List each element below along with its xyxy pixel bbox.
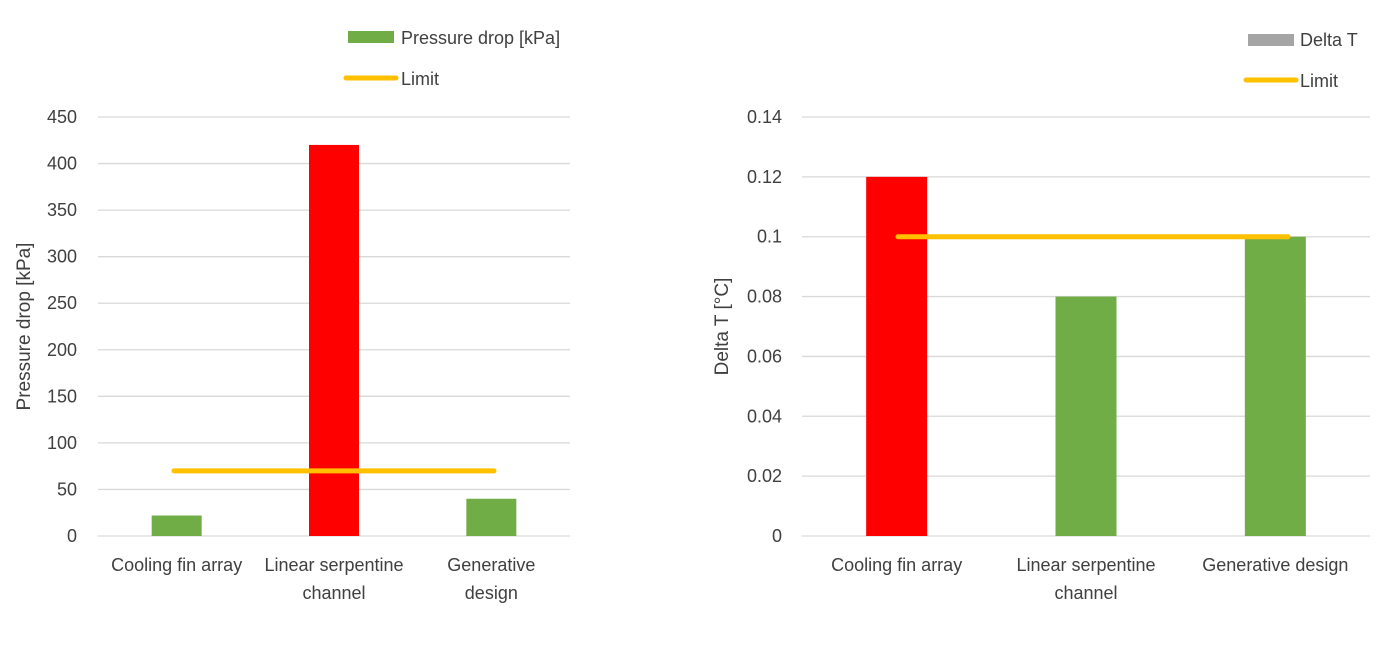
category-label-line: Generative design (1202, 555, 1348, 575)
legend-label-bars: Pressure drop [kPa] (401, 28, 560, 48)
y-tick-label: 0 (772, 526, 782, 546)
category-label-line: Linear serpentine (1016, 555, 1155, 575)
y-tick-label: 200 (47, 340, 77, 360)
y-tick-label: 0.08 (747, 287, 782, 307)
category-label-line: design (465, 583, 518, 603)
category-label-line: Cooling fin array (111, 555, 242, 575)
legend-label-limit: Limit (401, 69, 439, 89)
category-label-line: Linear serpentine (264, 555, 403, 575)
category-label-line: Cooling fin array (831, 555, 962, 575)
category-label: Linear serpentine channel (1016, 555, 1155, 603)
y-tick-label: 0.04 (747, 406, 782, 426)
category-label: Generative design (1202, 555, 1348, 575)
y-tick-label: 0.12 (747, 167, 782, 187)
y-tick-label: 50 (57, 479, 77, 499)
y-tick-label: 0 (67, 526, 77, 546)
bar (1244, 236, 1306, 536)
category-label: Linear serpentine channel (264, 555, 403, 603)
y-tick-label: 0.06 (747, 346, 782, 366)
category-label: Cooling fin array (831, 555, 962, 575)
delta-t-chart: 0 0.02 0.04 0.06 0.08 0.1 0.12 0.14 Cooling fin … (700, 0, 1400, 646)
y-tick-label: 300 (47, 247, 77, 267)
y-tick-label: 0.14 (747, 107, 782, 127)
bar (1055, 296, 1117, 536)
legend-swatch-bars (348, 31, 394, 43)
delta-t-chart-svg: 0 0.02 0.04 0.06 0.08 0.1 0.12 0.14 Cooling fin … (712, 30, 1370, 603)
legend-label-limit: Limit (1300, 71, 1338, 91)
bar (866, 176, 928, 536)
bar (309, 144, 359, 536)
y-tick-label: 150 (47, 386, 77, 406)
bar (466, 498, 517, 536)
y-tick-label: 350 (47, 200, 77, 220)
pressure-drop-chart: 0 50 100 150 200 250 300 350 400 450 Cooling fin a… (0, 0, 700, 646)
y-axis-title: Delta T [°C] (712, 278, 733, 376)
y-tick-label: 0.02 (747, 466, 782, 486)
bar (151, 515, 202, 536)
y-tick-label: 100 (47, 433, 77, 453)
category-label: Cooling fin array (111, 555, 242, 575)
category-label-line: Generative (447, 555, 535, 575)
y-axis-title: Pressure drop [kPa] (14, 243, 35, 411)
y-tick-label: 0.1 (757, 227, 782, 247)
y-tick-label: 400 (47, 154, 77, 174)
category-label: Generative design (447, 555, 535, 603)
legend-swatch-bars (1248, 34, 1294, 46)
y-tick-label: 250 (47, 293, 77, 313)
category-label-line: channel (1054, 583, 1117, 603)
y-tick-label: 450 (47, 107, 77, 127)
pressure-drop-chart-svg: 0 50 100 150 200 250 300 350 400 450 Cooling fin a… (14, 28, 570, 603)
legend-label-bars: Delta T (1300, 30, 1358, 50)
category-label-line: channel (302, 583, 365, 603)
